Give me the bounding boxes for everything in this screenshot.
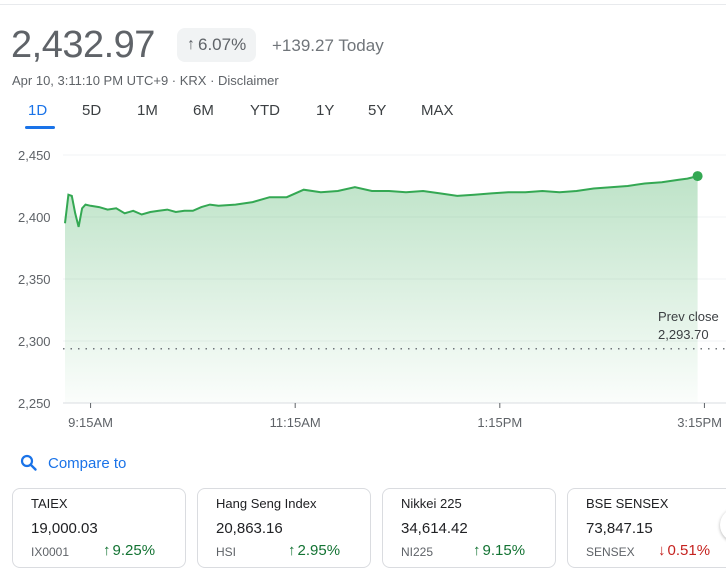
x-tick-label: 11:15AM [270,415,321,430]
card-value: 20,863.16 [216,520,283,537]
prev-close-label: Prev close [658,309,719,324]
card-change: ↑ 2.95% [288,542,340,559]
card-name: Hang Seng Index [216,496,317,511]
y-tick-label: 2,350 [18,272,51,287]
down-arrow-icon: ↓ [658,542,666,559]
current-price: 2,432.97 [11,24,155,66]
tab-1y[interactable]: 1Y [316,102,335,119]
y-tick-label: 2,450 [18,148,51,163]
index-card-taiex[interactable]: TAIEX 19,000.03 IX0001 ↑ 9.25% [12,488,186,568]
card-ticker: IX0001 [31,545,70,559]
change-percent-badge: ↑ 6.07% [177,28,257,62]
change-today: +139.27 Today [272,36,384,55]
top-divider [0,4,726,5]
card-change-value: 9.15% [482,542,526,559]
tab-max[interactable]: MAX [421,102,454,119]
y-tick-label: 2,400 [18,210,51,225]
card-change: ↑ 9.15% [473,542,525,559]
tab-6m[interactable]: 6M [193,102,214,119]
card-change-value: 2.95% [297,542,341,559]
card-name: TAIEX [31,496,68,511]
card-name: BSE SENSEX [586,496,669,511]
y-tick-label: 2,250 [18,396,51,411]
active-tab-indicator [25,126,55,129]
scroll-right-button[interactable] [720,508,726,542]
tab-5y[interactable]: 5Y [368,102,387,119]
change-percent: 6.07% [198,35,247,54]
card-name: Nikkei 225 [401,496,462,511]
x-tick-label: 1:15PM [477,415,522,430]
index-card-hsi[interactable]: Hang Seng Index 20,863.16 HSI ↑ 2.95% [197,488,371,568]
prev-close-value: 2,293.70 [658,327,709,342]
up-arrow-icon: ↑ [473,542,481,559]
card-ticker: SENSEX [586,545,635,559]
card-value: 19,000.03 [31,520,98,537]
price-area-fill [65,176,698,403]
up-arrow-icon: ↑ [288,542,296,559]
card-change-value: 9.25% [112,542,156,559]
compare-to-label: Compare to [48,454,127,472]
card-change: ↓ 0.51% [658,542,710,559]
tab-ytd[interactable]: YTD [250,102,280,119]
card-ticker: HSI [216,545,237,559]
price-line [64,175,698,228]
card-change: ↑ 9.25% [103,542,155,559]
index-card-sensex[interactable]: BSE SENSEX 73,847.15 SENSEX ↓ 0.51% [567,488,726,568]
y-tick-label: 2,300 [18,334,51,349]
quote-meta[interactable]: Apr 10, 3:11:10 PM UTC+9 · KRX · Disclai… [12,73,279,88]
x-tick-label: 3:15PM [677,415,722,430]
card-value: 34,614.42 [401,520,468,537]
card-value: 73,847.15 [586,520,653,537]
compare-to-button[interactable]: Compare to [20,454,126,472]
card-change-value: 0.51% [667,542,711,559]
up-arrow-icon: ↑ [187,36,195,53]
price-chart[interactable]: 2,250 2,300 2,350 2,400 2,450 Prev close 2,2… [0,140,726,435]
tab-5d[interactable]: 5D [82,102,102,119]
x-tick-label: 9:15AM [68,415,113,430]
search-icon [20,454,37,471]
up-arrow-icon: ↑ [103,542,111,559]
card-ticker: NI225 [401,545,434,559]
tab-1d[interactable]: 1D [28,102,48,119]
last-price-dot [692,171,703,182]
tab-1m[interactable]: 1M [137,102,158,119]
index-card-nikkei[interactable]: Nikkei 225 34,614.42 NI225 ↑ 9.15% [382,488,556,568]
